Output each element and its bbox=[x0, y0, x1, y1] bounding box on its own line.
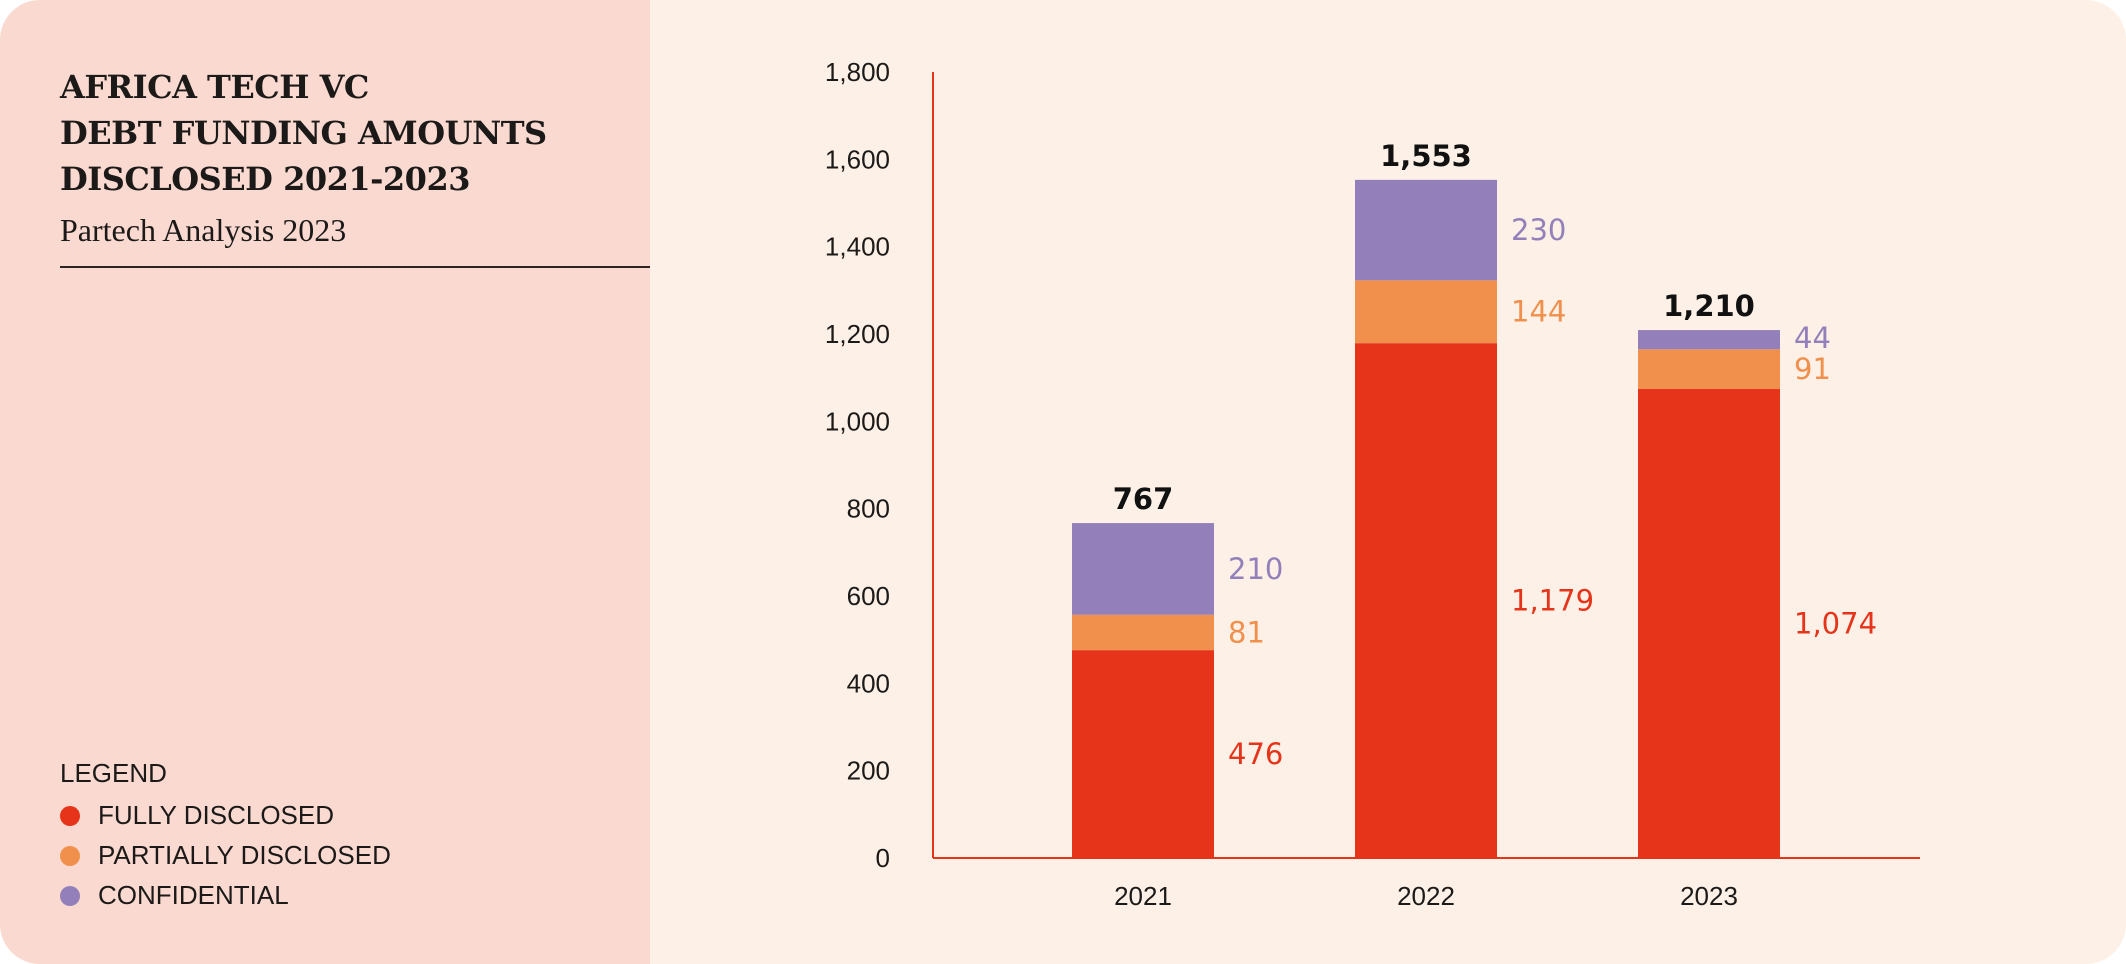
title-line-1: AFRICA TECH VC bbox=[60, 68, 369, 106]
legend-dot-icon bbox=[60, 885, 80, 906]
title-line-2: DEBT FUNDING AMOUNTS bbox=[60, 114, 547, 152]
segment-value-label: 230 bbox=[1511, 213, 1566, 247]
y-tick-label: 600 bbox=[847, 581, 890, 611]
bar-segment-partially-disclosed bbox=[1355, 280, 1497, 344]
chart-title: AFRICA TECH VC DEBT FUNDING AMOUNTS DISC… bbox=[60, 64, 547, 202]
segment-value-label: 210 bbox=[1228, 552, 1283, 586]
segment-value-label: 476 bbox=[1228, 737, 1283, 771]
segment-value-label: 1,074 bbox=[1794, 607, 1877, 641]
total-value-label: 1,210 bbox=[1663, 289, 1755, 323]
y-tick-label: 1,600 bbox=[825, 144, 890, 174]
bar-segment-fully-disclosed bbox=[1638, 389, 1780, 858]
bar-segment-confidential bbox=[1072, 523, 1214, 615]
segment-value-label: 44 bbox=[1794, 321, 1831, 355]
segment-value-label: 81 bbox=[1228, 615, 1265, 649]
segment-value-label: 1,179 bbox=[1511, 584, 1594, 618]
legend-title: LEGEND bbox=[60, 758, 167, 788]
y-tick-label: 1,800 bbox=[825, 57, 890, 87]
legend-dot-icon bbox=[60, 805, 80, 826]
segment-value-label: 91 bbox=[1794, 352, 1831, 386]
total-value-label: 1,553 bbox=[1380, 139, 1472, 173]
x-tick-label: 2021 bbox=[1114, 881, 1172, 911]
bar-segment-fully-disclosed bbox=[1072, 650, 1214, 858]
bar-segment-fully-disclosed bbox=[1355, 343, 1497, 858]
y-tick-label: 200 bbox=[847, 756, 890, 786]
segment-value-label: 144 bbox=[1511, 295, 1566, 329]
y-tick-label: 1,400 bbox=[825, 232, 890, 262]
y-tick-label: 1,000 bbox=[825, 406, 890, 436]
y-tick-label: 0 bbox=[876, 843, 890, 873]
bar-segment-confidential bbox=[1638, 330, 1780, 350]
legend-item-confidential: CONFIDENTIAL bbox=[60, 880, 289, 911]
bar-segment-partially-disclosed bbox=[1638, 349, 1780, 390]
x-tick-label: 2022 bbox=[1397, 881, 1455, 911]
bar-segment-partially-disclosed bbox=[1072, 614, 1214, 651]
divider bbox=[60, 266, 650, 268]
x-tick-label: 2023 bbox=[1680, 881, 1738, 911]
info-panel: AFRICA TECH VC DEBT FUNDING AMOUNTS DISC… bbox=[0, 0, 650, 964]
y-tick-label: 800 bbox=[847, 494, 890, 524]
legend-label: CONFIDENTIAL bbox=[98, 880, 289, 910]
total-value-label: 767 bbox=[1113, 482, 1174, 516]
legend-item-partially-disclosed: PARTIALLY DISCLOSED bbox=[60, 840, 391, 871]
title-line-3: DISCLOSED 2021-2023 bbox=[60, 160, 470, 198]
bar-segment-confidential bbox=[1355, 179, 1497, 281]
chart-subtitle: Partech Analysis 2023 bbox=[60, 212, 347, 248]
legend-label: FULLY DISCLOSED bbox=[98, 800, 335, 830]
y-tick-label: 400 bbox=[847, 668, 890, 698]
legend-dot-icon bbox=[60, 845, 80, 866]
legend-item-fully-disclosed: FULLY DISCLOSED bbox=[60, 800, 334, 831]
y-tick-label: 1,200 bbox=[825, 319, 890, 349]
legend-label: PARTIALLY DISCLOSED bbox=[98, 840, 391, 870]
